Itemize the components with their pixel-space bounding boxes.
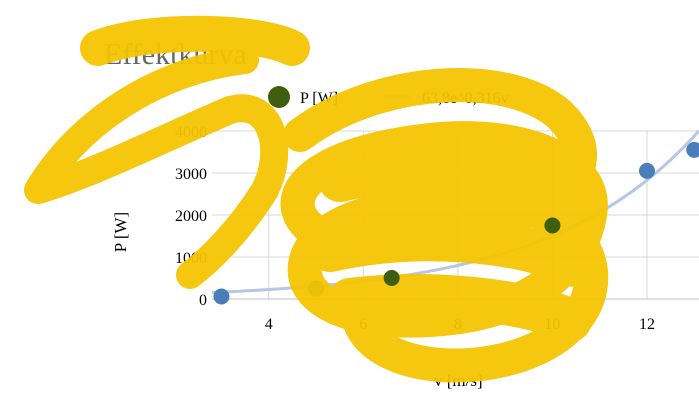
scribble-center-fill xyxy=(308,146,597,342)
data-point xyxy=(213,288,230,305)
y-axis-label: P [W] xyxy=(111,212,130,252)
yellow-scribble-overlay xyxy=(24,15,609,383)
legend-marker-p xyxy=(268,86,290,108)
data-point-overlay xyxy=(383,270,400,286)
data-point-overlay xyxy=(544,217,561,234)
scribble-left-loop xyxy=(24,46,289,289)
y-tick-label: 0 xyxy=(199,292,207,309)
y-tick-label: 3000 xyxy=(175,166,207,183)
x-tick-label: 4 xyxy=(265,316,273,333)
data-point xyxy=(638,162,655,179)
scribble-title-underlay xyxy=(80,15,310,66)
y-tick-label: 2000 xyxy=(175,208,207,225)
x-tick-label: 12 xyxy=(639,316,655,333)
data-point xyxy=(686,141,699,158)
